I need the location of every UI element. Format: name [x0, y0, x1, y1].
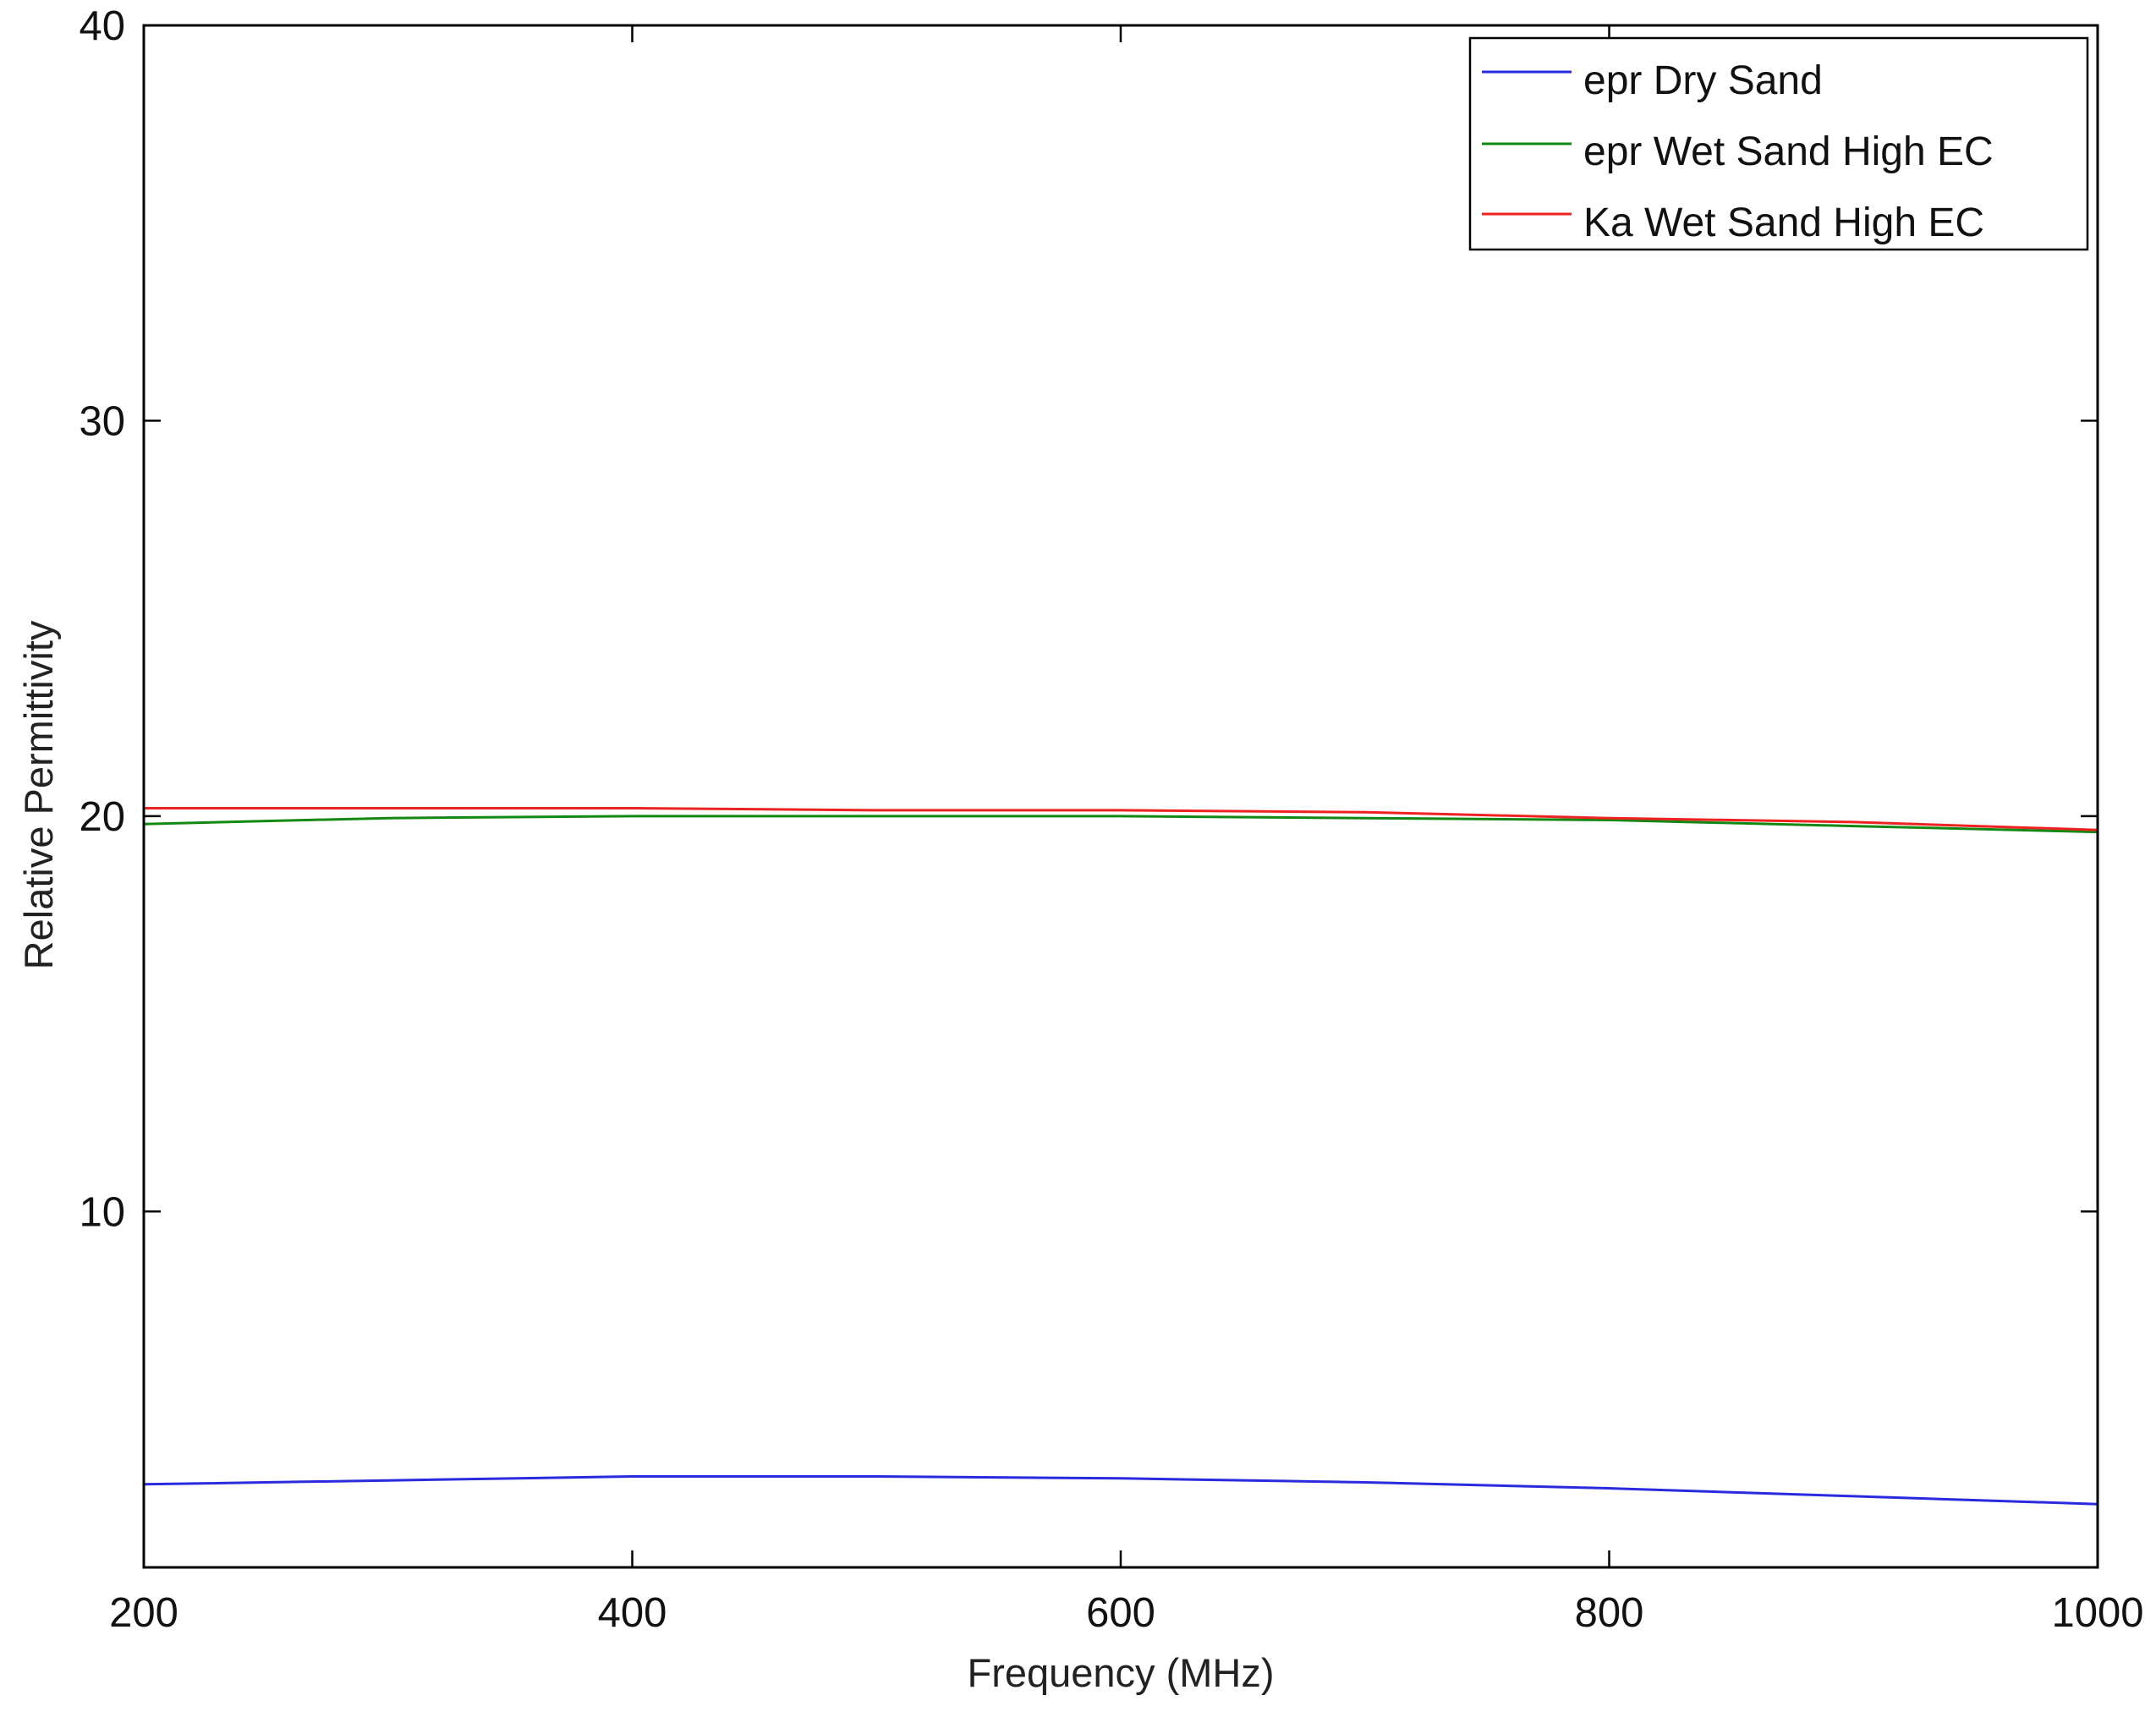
legend-label-epr-wet-sand-high-ec: epr Wet Sand High EC: [1583, 129, 1994, 174]
series-line-epr-dry-sand: [142, 1475, 2099, 1506]
x-tick-label: 400: [598, 1590, 667, 1636]
series-line-ka-wet-sand-high-ec: [142, 807, 2099, 831]
x-tick-label: 1000: [2051, 1590, 2143, 1636]
legend-label-epr-dry-sand: epr Dry Sand: [1583, 58, 1823, 103]
y-tick-label: 10: [79, 1189, 125, 1235]
legend-box: [1468, 36, 2089, 251]
legend: epr Dry Sand epr Wet Sand High EC Ka Wet…: [1468, 36, 2089, 251]
tick-layer: 200 400 600 800 1000 10 20 30 40: [79, 3, 2143, 1636]
y-tick-label: 20: [79, 794, 125, 840]
x-tick-label: 200: [109, 1590, 178, 1636]
y-tick-label: 30: [79, 398, 125, 444]
legend-label-ka-wet-sand-high-ec: Ka Wet Sand High EC: [1583, 200, 1984, 245]
x-tick-label: 800: [1575, 1590, 1644, 1636]
y-axis-label: Relative Permittivity: [16, 620, 61, 969]
x-tick-label: 600: [1086, 1590, 1155, 1636]
plot-frame: [142, 24, 2099, 1569]
y-tick-label: 40: [79, 3, 125, 49]
series-layer: [142, 807, 2099, 1506]
series-line-epr-wet-sand-high-ec: [142, 815, 2099, 834]
x-axis-label: Frequency (MHz): [967, 1650, 1274, 1695]
